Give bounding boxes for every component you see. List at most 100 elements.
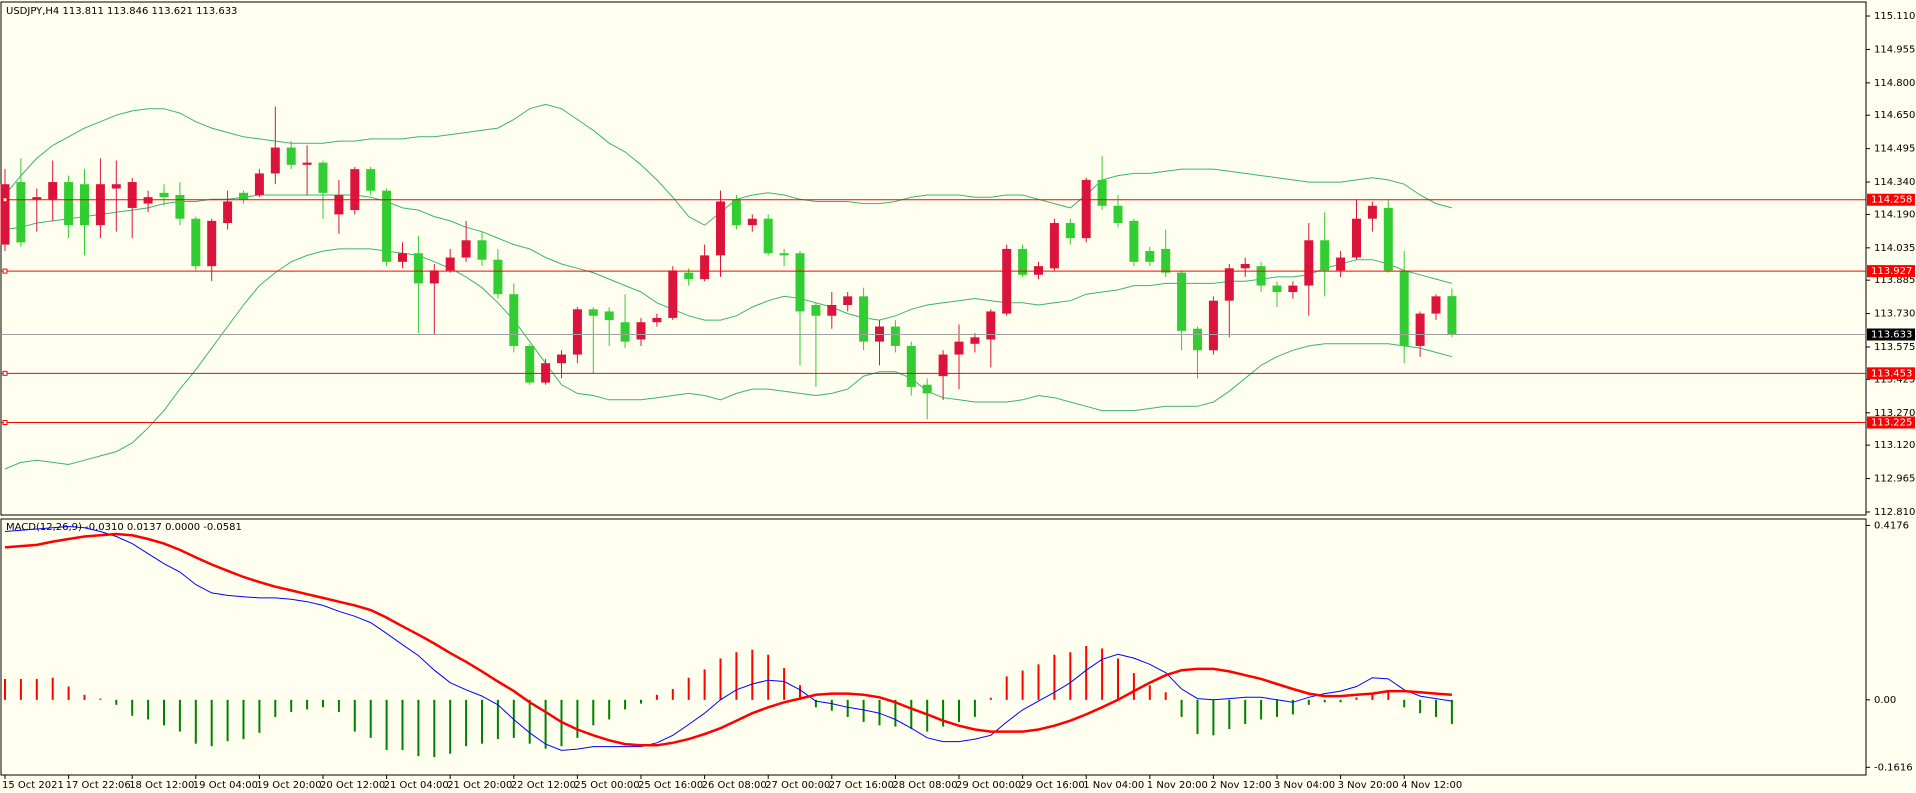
candle-body: [1034, 266, 1043, 275]
level-anchor: [2, 370, 8, 376]
candle-body: [1367, 205, 1377, 219]
y-tick-label: 0.00: [1874, 695, 1896, 706]
x-tick-label: 15 Oct 2021: [2, 780, 64, 791]
candle-body: [366, 169, 376, 191]
x-tick-label: 20 Oct 12:00: [320, 780, 385, 791]
candle-body: [1145, 251, 1155, 262]
x-tick-label: 19 Oct 20:00: [256, 780, 321, 791]
candle-body: [1383, 207, 1393, 271]
candle-body: [954, 341, 964, 355]
candle-body: [1049, 223, 1059, 269]
x-tick-label: 2 Nov 12:00: [1210, 780, 1271, 791]
candle-body: [938, 354, 948, 377]
y-tick-label: 115.110: [1874, 11, 1915, 22]
candle-body: [445, 257, 455, 271]
candle-body: [0, 184, 10, 245]
candle-body: [1272, 285, 1282, 293]
candle-body: [1336, 257, 1346, 271]
macd-line: [4, 532, 1452, 747]
candle-body: [636, 322, 646, 340]
candle-body: [1304, 240, 1314, 286]
candle-body: [620, 322, 630, 342]
candle-body: [572, 309, 582, 355]
candle-body: [557, 354, 566, 364]
candle-body: [334, 194, 344, 215]
x-tick-label: 29 Oct 16:00: [1020, 780, 1085, 791]
candle-body: [32, 197, 42, 200]
candle-body: [64, 182, 74, 226]
candle-body: [684, 272, 694, 280]
band-line: [4, 248, 1453, 470]
y-tick-label: 113.425: [1874, 374, 1915, 385]
candle-body: [48, 182, 58, 200]
candle-body: [493, 259, 503, 295]
candle-body: [1431, 296, 1441, 314]
candle-body: [906, 345, 916, 387]
level-label: 113.453: [1871, 368, 1912, 379]
last-price-tag: [1867, 328, 1915, 341]
candle-body: [1161, 248, 1171, 273]
candle-body: [970, 337, 980, 344]
x-tick-label: 3 Nov 04:00: [1274, 780, 1335, 791]
candle-body: [859, 296, 869, 342]
y-tick-label: 113.575: [1874, 342, 1915, 353]
candle-body: [986, 311, 996, 340]
candle-body: [1081, 179, 1091, 239]
candle-body: [1129, 220, 1139, 262]
candle-body: [1097, 179, 1107, 206]
candle-body: [890, 326, 900, 346]
x-tick-label: 27 Oct 16:00: [829, 780, 894, 791]
x-tick-label: 21 Oct 04:00: [384, 780, 449, 791]
candle-body: [700, 255, 710, 280]
candle-body: [270, 147, 280, 174]
candle-body: [159, 192, 169, 198]
level-anchor: [2, 268, 8, 274]
candle-body: [1177, 272, 1187, 331]
candle-body: [80, 184, 89, 226]
candle-body: [223, 201, 233, 224]
candle-body: [652, 317, 662, 323]
candle-body: [127, 182, 137, 208]
x-tick-label: 28 Oct 08:00: [892, 780, 957, 791]
level-label: 113.225: [1871, 417, 1912, 428]
candle-body: [1320, 240, 1330, 271]
x-tick-label: 1 Nov 04:00: [1083, 780, 1144, 791]
candle-body: [1113, 205, 1123, 224]
y-tick-label: 114.955: [1874, 44, 1915, 55]
candle-body: [477, 240, 487, 260]
x-tick-label: 1 Nov 20:00: [1147, 780, 1208, 791]
level-tag: [1867, 416, 1915, 429]
candle-body: [318, 162, 328, 193]
candle-body: [1447, 296, 1457, 335]
candle-body: [1256, 266, 1266, 286]
candle-body: [1208, 300, 1218, 351]
candle-body: [461, 240, 471, 258]
candle-body: [413, 253, 423, 284]
candle-body: [843, 296, 853, 305]
candle-body: [795, 253, 805, 312]
candle-body: [95, 184, 105, 226]
candle-body: [350, 169, 360, 211]
y-tick-label: 114.495: [1874, 144, 1915, 155]
level-label: 114.258: [1871, 195, 1912, 206]
candle-body: [1065, 223, 1075, 239]
candle-body: [604, 311, 614, 321]
candle-body: [779, 253, 789, 256]
candle-body: [191, 218, 201, 267]
x-tick-label: 18 Oct 12:00: [129, 780, 194, 791]
candle-body: [1240, 263, 1250, 269]
candle-body: [588, 309, 598, 316]
x-tick-label: 27 Oct 00:00: [765, 780, 830, 791]
candle-body: [111, 184, 121, 189]
candle-body: [1399, 270, 1409, 346]
candle-body: [175, 194, 185, 219]
candle-body: [731, 199, 741, 226]
candle-body: [302, 162, 312, 165]
candle-body: [747, 218, 757, 226]
candle-body: [1224, 268, 1234, 301]
last-price-label: 113.633: [1871, 330, 1912, 341]
y-tick-label: 113.730: [1874, 309, 1915, 320]
y-tick-label: 114.035: [1874, 243, 1915, 254]
x-tick-label: 3 Nov 20:00: [1338, 780, 1399, 791]
